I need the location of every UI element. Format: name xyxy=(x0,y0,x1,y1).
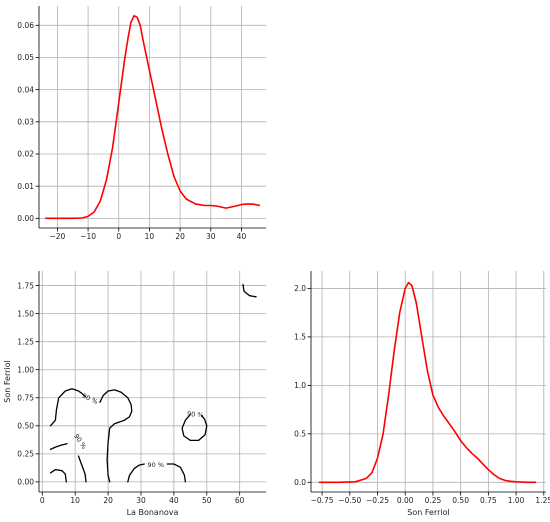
y-tick-label: 2.0 xyxy=(294,284,306,293)
y-tick-label: 0.00 xyxy=(17,214,34,223)
x-tick-label: 10 xyxy=(145,232,155,241)
x-tick-label: 1.25 xyxy=(535,496,550,505)
y-tick-label: 0.01 xyxy=(17,182,34,191)
x-tick-label: 20 xyxy=(103,496,113,505)
x-tick-label: 30 xyxy=(136,496,146,505)
x-tick-label: −0.25 xyxy=(366,496,389,505)
top-kde-chart: −20 −10 0 10 20 30 40 0.00 0.01 0.02 0.03 0.04 0.05 0… xyxy=(17,6,266,241)
x-tick-label: 0.25 xyxy=(425,496,442,505)
y-tick-label: 0.25 xyxy=(17,450,34,459)
y-tick-label: 1.75 xyxy=(17,281,34,290)
x-axis-label: Son Ferriol xyxy=(407,508,449,517)
contour-line xyxy=(77,455,87,483)
y-tick-label: 0.00 xyxy=(17,478,34,487)
x-tick-label: 0.50 xyxy=(452,496,469,505)
contour-label: 90 % xyxy=(81,392,99,406)
x-tick-label: 0 xyxy=(116,232,121,241)
y-tick-label: 0.05 xyxy=(17,53,34,62)
contour-line xyxy=(49,443,68,451)
right-kde-chart: −0.75 −0.50 −0.25 0.00 0.25 0.50 0.75 1.00 1.25 0… xyxy=(294,271,550,517)
x-tick-label: 20 xyxy=(175,232,185,241)
y-tick-label: 1.00 xyxy=(17,365,34,374)
y-axis-label: Son Ferriol xyxy=(3,360,12,402)
x-tick-label: 40 xyxy=(237,232,247,241)
y-tick-label: 1.0 xyxy=(294,381,306,390)
density-line xyxy=(45,14,261,220)
y-tick-label: 0.50 xyxy=(17,422,34,431)
contour-line xyxy=(49,468,67,483)
x-tick-label: −10 xyxy=(80,232,96,241)
x-tick-label: 60 xyxy=(235,496,245,505)
contour-label: 90 % xyxy=(148,461,165,469)
y-tick-label: 0.03 xyxy=(17,118,34,127)
contour-line xyxy=(166,463,187,483)
x-tick-label: −20 xyxy=(49,232,65,241)
contour-label: 90 % xyxy=(72,432,88,450)
y-tick-label: 0.04 xyxy=(17,85,34,94)
x-tick-label: 1.00 xyxy=(508,496,525,505)
x-tick-label: 0.00 xyxy=(397,496,414,505)
y-tick-label: 1.5 xyxy=(294,333,306,342)
x-tick-label: 10 xyxy=(70,496,80,505)
contour-line xyxy=(242,283,257,298)
x-tick-label: 40 xyxy=(169,496,179,505)
x-axis-label: La Bonanova xyxy=(127,508,179,517)
x-tick-label: 0.75 xyxy=(480,496,497,505)
y-tick-label: 0.02 xyxy=(17,150,34,159)
y-tick-label: 0.5 xyxy=(294,430,306,439)
density-line xyxy=(318,281,536,484)
contour-line xyxy=(99,389,133,483)
contour-line xyxy=(127,463,145,483)
x-tick-label: 30 xyxy=(206,232,216,241)
contour-chart: 90 % 90 % 90 % 90 % 0 10 20 30 40 50 60 0.00 0.25 0.5… xyxy=(3,271,266,517)
y-tick-label: 0.06 xyxy=(17,21,34,30)
x-tick-label: −0.50 xyxy=(338,496,361,505)
contour-line xyxy=(181,413,208,442)
y-tick-label: 0.75 xyxy=(17,393,34,402)
x-tick-label: 50 xyxy=(202,496,212,505)
y-tick-label: 1.50 xyxy=(17,309,34,318)
contour-label: 90 % xyxy=(187,410,204,419)
y-tick-label: 0.0 xyxy=(294,478,306,487)
x-tick-label: −0.75 xyxy=(311,496,334,505)
contour-line xyxy=(49,388,86,427)
x-tick-label: 0 xyxy=(40,496,45,505)
y-tick-label: 1.25 xyxy=(17,337,34,346)
